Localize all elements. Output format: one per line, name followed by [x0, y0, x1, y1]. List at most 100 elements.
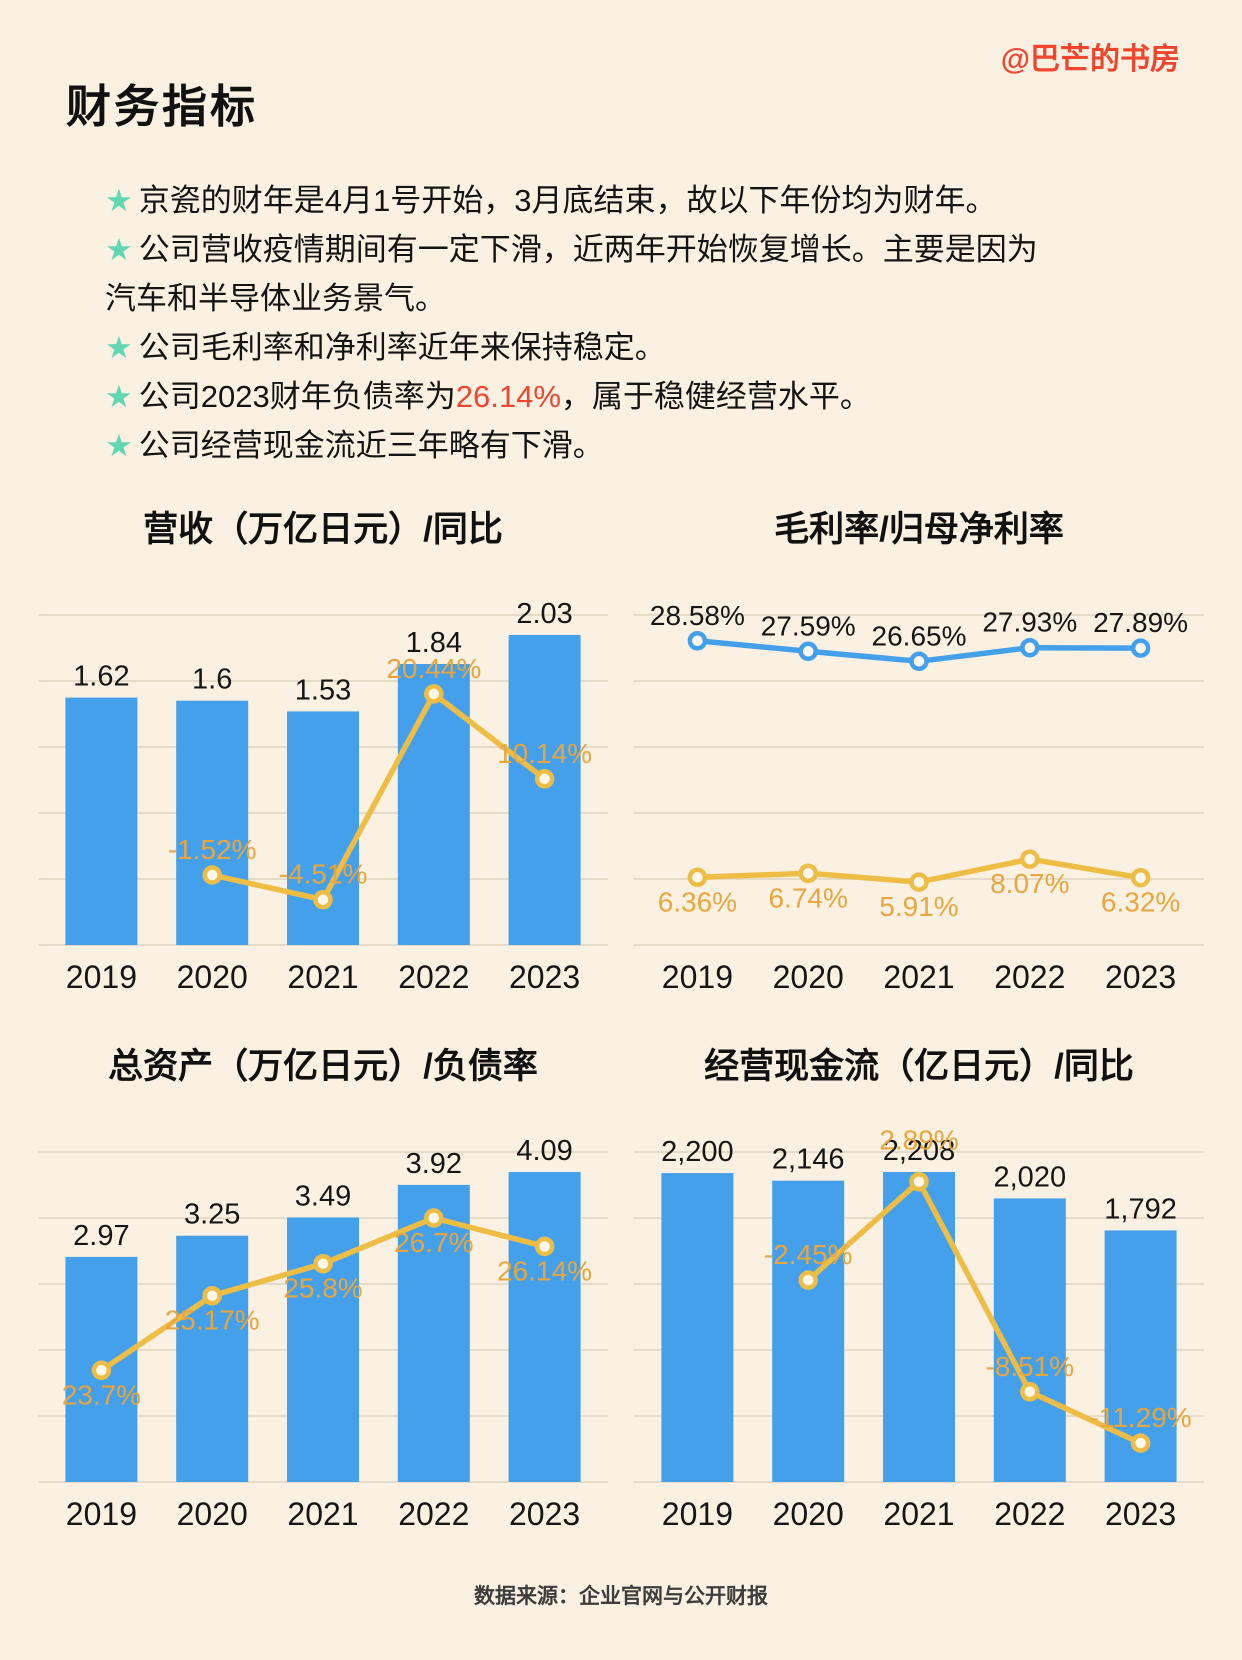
line-point — [1020, 637, 1040, 658]
line-label: 2.89% — [879, 1125, 958, 1156]
line-point — [91, 1360, 112, 1380]
bar — [508, 634, 581, 945]
x-axis-label: 2022 — [398, 959, 469, 995]
bullet-item-3: ★ 公司毛利率和净利率近年来保持稳定。 — [105, 324, 1065, 373]
bar — [287, 711, 359, 945]
bar — [661, 1172, 734, 1482]
x-axis-label: 2020 — [177, 959, 248, 995]
bar-label: 2,020 — [994, 1161, 1067, 1193]
line-label: -11.29% — [1089, 1402, 1191, 1433]
summary-list: ★ 京瓷的财年是4月1号开始，3月底结束，故以下年份均为财年。 ★ 公司营收疫情期间… — [105, 177, 1065, 471]
bar — [65, 697, 138, 945]
line-label: -4.51% — [279, 859, 368, 890]
x-axis-label: 2021 — [287, 1496, 358, 1532]
x-axis-label: 2023 — [509, 959, 580, 995]
bar — [883, 1171, 955, 1482]
line-label: 25.17% — [165, 1305, 260, 1336]
cashflow-chart-title: 经营现金流（亿日元）/同比 — [704, 1046, 1134, 1086]
bar — [993, 1198, 1066, 1482]
bar-label: 2.97 — [73, 1220, 129, 1252]
line-point — [424, 683, 444, 704]
bar — [176, 1235, 249, 1482]
bullet-highlight: 26.14% — [455, 378, 561, 414]
bullet-text: 公司经营现金流近三年略有下滑。 — [138, 427, 604, 463]
bullet-text: 公司毛利率和净利率近年来保持稳定。 — [138, 329, 666, 365]
line-point — [1020, 849, 1040, 869]
bar — [176, 700, 249, 945]
bar-label: 1.53 — [295, 674, 351, 706]
bar-label: 3.92 — [406, 1148, 462, 1180]
x-axis-label: 2020 — [177, 1496, 248, 1532]
x-axis-label: 2020 — [773, 959, 844, 995]
line-label: 26.65% — [872, 620, 967, 651]
line-point — [909, 872, 929, 892]
line-label: 27.59% — [761, 610, 856, 641]
line-series — [209, 690, 548, 903]
x-axis-label: 2019 — [66, 959, 137, 995]
line-point — [202, 1285, 222, 1306]
bullet-item-5: ★ 公司经营现金流近三年略有下滑。 — [105, 422, 1065, 471]
line-label: 25.8% — [283, 1273, 362, 1304]
bar-label: 3.49 — [295, 1180, 351, 1212]
line-point — [798, 863, 818, 883]
line-point — [798, 1270, 818, 1290]
line-point — [424, 1208, 444, 1228]
x-axis-label: 2022 — [994, 959, 1065, 995]
assets-chart: 总资产（万亿日元）/负债率 2.97 3.25 3.49 3.92 4.09 23.7% 2… — [38, 1038, 608, 1547]
margin-chart-canvas: 28.58% 27.59% 26.65% 27.93% 27.89% 6.36% 6.74%… — [634, 600, 1204, 995]
star-icon: ★ — [105, 378, 133, 414]
line-point — [313, 1253, 333, 1274]
line-point — [313, 889, 333, 910]
bar — [397, 663, 470, 945]
bar — [508, 1171, 581, 1482]
x-axis-label: 2022 — [994, 1496, 1065, 1532]
line-label: 6.32% — [1101, 887, 1180, 918]
bullet-item-2: ★ 公司营收疫情期间有一定下滑，近两年开始恢复增长。主要是因为汽车和半导体业务景气… — [105, 226, 1065, 324]
line-label: 23.7% — [62, 1379, 141, 1410]
bullet-item-4: ★ 公司2023财年负债率为26.14%，属于稳健经营水平。 — [105, 373, 1065, 422]
x-axis-label: 2021 — [287, 959, 358, 995]
line-label: 26.7% — [394, 1227, 473, 1258]
charts-grid: 营收（万亿日元）/同比 1.62 1.6 1.53 1.84 2.03 -1.52% -4.… — [0, 501, 1242, 1547]
assets-chart-canvas: 2.97 3.25 3.49 3.92 4.09 23.7% 25.17% 25.8% 26.7… — [38, 1135, 608, 1532]
line-label: 27.89% — [1093, 607, 1188, 638]
bar-label: 2,146 — [772, 1144, 845, 1176]
line-label: 27.93% — [982, 607, 1077, 638]
x-axis-label: 2019 — [66, 1496, 137, 1532]
bullet-item-1: ★ 京瓷的财年是4月1号开始，3月底结束，故以下年份均为财年。 — [105, 177, 1065, 226]
line-label: 10.14% — [497, 738, 592, 769]
star-icon: ★ — [105, 231, 133, 267]
line-label: 28.58% — [650, 600, 745, 631]
star-icon: ★ — [105, 427, 133, 463]
bar-label: 4.09 — [516, 1135, 572, 1167]
x-axis-label: 2021 — [883, 1496, 954, 1532]
line-point — [1020, 1381, 1040, 1402]
bar-label: 1.62 — [73, 660, 129, 692]
line-series — [805, 1178, 1144, 1446]
bar-label: 1.84 — [406, 627, 462, 659]
line-point — [687, 630, 708, 651]
assets-chart-title: 总资产（万亿日元）/负债率 — [108, 1046, 538, 1086]
page-title: 财务指标 — [66, 81, 259, 132]
line-label: -8.51% — [985, 1351, 1074, 1382]
cashflow-chart-canvas: 2,200 2,146 2,208 2,020 1,792 -2.45% 2.89% -8.5… — [634, 1125, 1204, 1532]
author-handle: @巴芒的书房 — [1000, 43, 1180, 76]
line-label: 6.74% — [768, 882, 847, 913]
x-axis-label: 2019 — [662, 1496, 733, 1532]
line-point — [1130, 867, 1151, 888]
x-axis-label: 2019 — [662, 959, 733, 995]
margin-chart-title: 毛利率/归母净利率 — [774, 509, 1064, 549]
line-label: 20.44% — [386, 653, 481, 684]
bar-label: 2,208 — [883, 1135, 956, 1167]
x-axis-label: 2020 — [773, 1496, 844, 1532]
line-point — [202, 865, 222, 885]
x-axis-label: 2021 — [883, 959, 954, 995]
cashflow-chart: 经营现金流（亿日元）/同比 2,200 2,146 2,208 2,020 1,792 -… — [634, 1038, 1204, 1547]
margin-chart: 毛利率/归母净利率 28.58% 27.59% 26.65% 27.93% 27.89%… — [634, 501, 1204, 1010]
line-point — [798, 641, 818, 661]
line-label: 5.91% — [879, 891, 958, 922]
bar-label: 1,792 — [1104, 1193, 1177, 1225]
data-source-note: 数据来源：企业官网与公开财报 — [474, 1585, 768, 1608]
line-point — [1130, 1433, 1151, 1453]
